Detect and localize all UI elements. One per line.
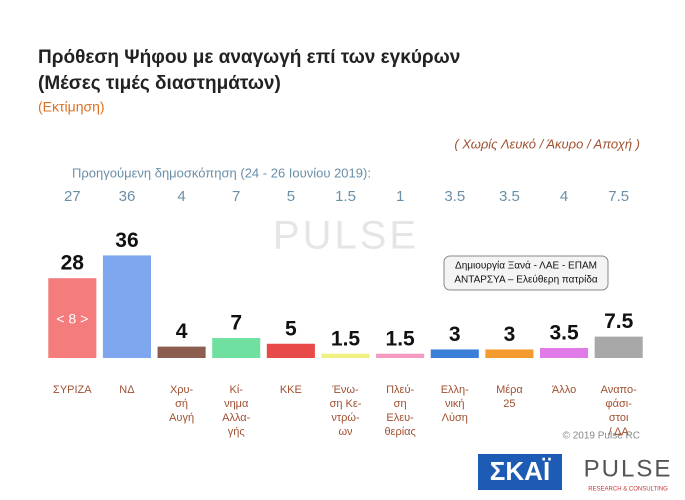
x-tick-label: Πλεύ-: [386, 384, 414, 396]
x-tick-label: Λύση: [442, 412, 468, 424]
value-label: 3.5: [549, 322, 579, 345]
bar: [430, 349, 479, 358]
previous-value: 7.5: [608, 188, 629, 205]
bar: [212, 338, 261, 358]
note: ( Χωρίς Λευκό / Άκυρο / Αποχή ): [454, 136, 640, 151]
bar: [485, 349, 534, 358]
previous-value: 4: [560, 188, 568, 205]
pollster-tagline: RESEARCH & CONSULTING: [588, 487, 668, 493]
channel-logo-text: ΣΚΑΪ: [490, 456, 551, 486]
x-tick-label: νημα: [224, 398, 249, 410]
x-tick-label: Κί-: [230, 384, 244, 396]
x-tick-label: ΣΥΡΙΖΑ: [53, 384, 92, 396]
other-box-text: Δημιουργία Ξανά - ΛΑΕ - ΕΠΑΜ: [455, 260, 597, 272]
x-tick-label: Αυγή: [169, 412, 194, 424]
previous-label: Προηγούμενη δημοσκόπηση (24 - 26 Ιουνίου…: [72, 165, 371, 180]
x-tick-label: Μέρα: [496, 384, 523, 396]
x-tick-label: Ελλη-: [441, 384, 469, 396]
x-tick-label: / ΔΑ: [609, 426, 630, 438]
lead-annotation: < 8 >: [56, 311, 88, 327]
value-label: 28: [61, 252, 85, 275]
x-tick-label: Αλλα-: [222, 412, 251, 424]
bar: [157, 346, 206, 358]
value-label: 3: [504, 323, 516, 346]
other-box: [443, 255, 609, 291]
x-tick-label: φάσι-: [605, 398, 632, 410]
bar: [540, 348, 589, 358]
x-tick-label: Ελευ-: [386, 412, 414, 424]
previous-value: 36: [119, 188, 136, 205]
copyright: © 2019 Pulse RC: [563, 431, 640, 442]
value-label: 36: [115, 229, 138, 252]
x-tick-label: ΚΚΕ: [280, 384, 302, 396]
x-tick-label: σή: [175, 398, 188, 410]
value-label: 7.5: [604, 310, 634, 333]
value-label: 7: [230, 312, 242, 335]
bar: [102, 255, 151, 358]
pollster-logo: PULSE: [584, 455, 673, 482]
bar: [376, 353, 425, 358]
x-tick-label: νική: [445, 398, 465, 410]
previous-value: 3.5: [444, 188, 465, 205]
x-tick-label: Χρυ-: [170, 384, 194, 396]
previous-value: 3.5: [499, 188, 520, 205]
other-box-text: ΑΝΤΑΡΣΥΑ – Ελεύθερη πατρίδα: [454, 274, 598, 286]
bar: [594, 336, 643, 358]
x-tick-label: Αναπο-: [601, 384, 638, 396]
value-label: 3: [449, 323, 461, 346]
x-tick-label: ων: [338, 426, 353, 438]
value-label: 1.5: [386, 327, 416, 350]
previous-value: 5: [287, 188, 295, 205]
value-label: 1.5: [331, 327, 361, 350]
watermark: PULSE: [273, 214, 419, 258]
x-tick-label: Ένω-: [331, 384, 359, 396]
x-tick-label: Άλλο: [552, 384, 576, 396]
x-tick-label: ση: [394, 398, 407, 410]
previous-value: 4: [177, 188, 185, 205]
value-label: 5: [285, 317, 297, 340]
previous-value: 7: [232, 188, 240, 205]
channel-logo: [478, 454, 562, 490]
x-tick-label: γής: [228, 426, 245, 438]
subtitle: (Εκτίμηση): [38, 99, 105, 115]
bar: [48, 278, 97, 358]
bar: [321, 353, 370, 358]
x-tick-label: ντρώ-: [331, 412, 360, 424]
chart-title: Πρόθεση Ψήφου με αναγωγή επί των εγκύρων: [38, 47, 460, 68]
bar: [266, 343, 315, 358]
chart-title: (Μέσες τιμές διαστημάτων): [38, 73, 281, 94]
previous-value: 1.5: [335, 188, 356, 205]
x-tick-label: 25: [503, 398, 515, 410]
value-label: 4: [176, 320, 188, 343]
previous-value: 1: [396, 188, 404, 205]
previous-value: 27: [64, 188, 81, 205]
x-tick-label: θερίας: [384, 426, 415, 438]
x-tick-label: ση Κε-: [330, 398, 362, 410]
x-tick-label: στοι: [609, 412, 629, 424]
x-tick-label: ΝΔ: [119, 384, 135, 396]
